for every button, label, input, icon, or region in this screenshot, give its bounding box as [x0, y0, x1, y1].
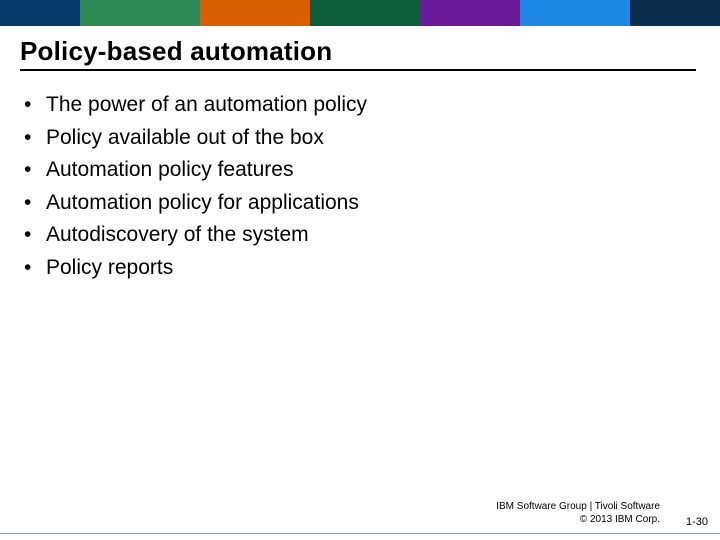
- bullet-item: Automation policy for applications: [24, 187, 696, 220]
- footer-divider: [0, 533, 720, 534]
- banner-segment: [0, 0, 80, 26]
- bullet-item: Autodiscovery of the system: [24, 219, 696, 252]
- banner-segment: [630, 0, 720, 26]
- banner-segment: [420, 0, 520, 26]
- bullet-item: Policy reports: [24, 252, 696, 285]
- footer-line-1: IBM Software Group | Tivoli Software: [496, 500, 660, 513]
- page-number: 1-30: [686, 516, 708, 528]
- banner-segment: [80, 0, 200, 26]
- slide: Policy-based automation The power of an …: [0, 0, 720, 540]
- bullet-item: Automation policy features: [24, 154, 696, 187]
- header-banner: [0, 0, 720, 26]
- banner-segment: [310, 0, 420, 26]
- footer-line-2: © 2013 IBM Corp.: [496, 513, 660, 526]
- bullet-list: The power of an automation policyPolicy …: [20, 89, 696, 284]
- slide-title: Policy-based automation: [20, 36, 696, 71]
- banner-segment: [200, 0, 310, 26]
- footer: IBM Software Group | Tivoli Software © 2…: [496, 500, 660, 526]
- bullet-item: The power of an automation policy: [24, 89, 696, 122]
- content-area: Policy-based automation The power of an …: [0, 26, 720, 284]
- banner-segment: [520, 0, 630, 26]
- bullet-item: Policy available out of the box: [24, 122, 696, 155]
